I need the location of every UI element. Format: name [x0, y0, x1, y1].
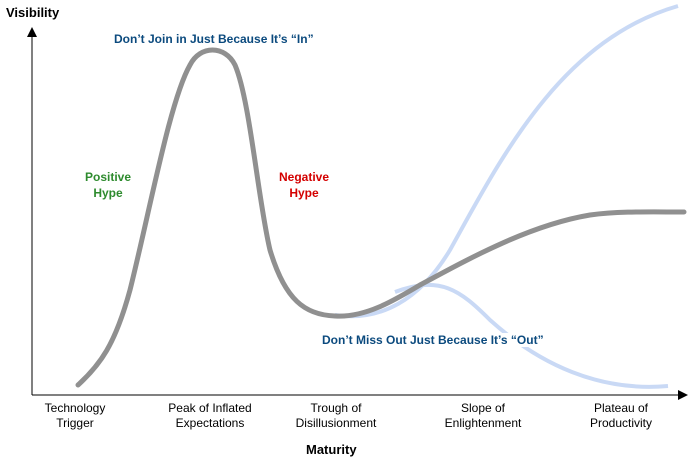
- phase-trough-of-disillusionment: Trough of Disillusionment: [295, 401, 377, 430]
- hype-cycle-curve: [75, 47, 687, 388]
- annotation-dont-miss-out: Don’t Miss Out Just Because It’s “Out”: [321, 333, 545, 347]
- upward-alternative-curve: [334, 4, 679, 319]
- phase-slope-of-enlightenment: Slope of Enlightenment: [444, 401, 522, 430]
- x-axis-label: Maturity: [306, 442, 357, 457]
- annotation-dont-join: Don’t Join in Just Because It’s “In”: [114, 32, 314, 46]
- phase-technology-trigger: Technology Trigger: [44, 401, 106, 430]
- downward-alternative-curve: [394, 282, 669, 389]
- positive-hype-label: Positive Hype: [84, 170, 132, 200]
- phase-plateau-of-productivity: Plateau of Productivity: [589, 401, 653, 430]
- y-axis-label: Visibility: [6, 5, 60, 20]
- negative-hype-label: Negative Hype: [278, 170, 330, 200]
- phase-peak-of-inflated-expectations: Peak of Inflated Expectations: [168, 401, 252, 430]
